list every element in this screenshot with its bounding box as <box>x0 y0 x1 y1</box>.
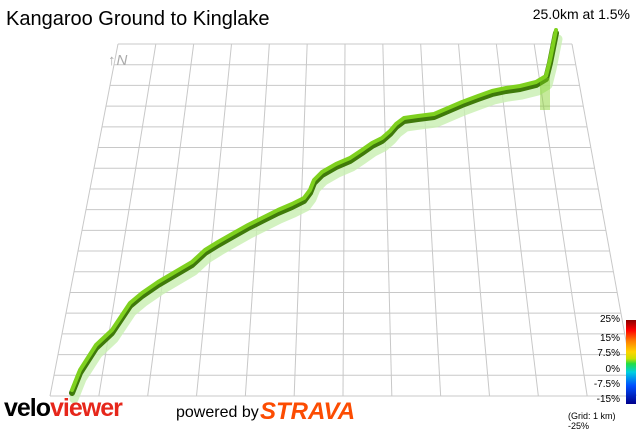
grid-note-text: (Grid: 1 km) <box>568 411 616 421</box>
legend-label-neg-15: -15% <box>596 394 620 405</box>
grid-column-line <box>571 43 637 397</box>
grid-column-line <box>382 43 393 397</box>
route-shadow <box>69 34 563 404</box>
route-line <box>70 28 558 392</box>
strava-logo[interactable]: STRAVA <box>260 398 356 425</box>
legend-label-15: 15% <box>599 333 620 344</box>
grid-column-line <box>293 43 308 397</box>
grid-column-line <box>533 43 588 397</box>
route-end-wall <box>540 78 550 110</box>
grid-column-line <box>49 43 119 397</box>
route-wall <box>69 30 559 396</box>
ground-grid <box>49 43 637 397</box>
route-profile <box>69 28 563 404</box>
page-title: Kangaroo Ground to Kinglake <box>6 8 270 30</box>
gradient-color-bar <box>626 320 636 404</box>
grid-column-line <box>342 43 346 397</box>
logo-velo: velo <box>4 394 51 422</box>
grid-column-line <box>420 43 442 397</box>
legend-label-7-5: 7.5% <box>597 348 620 359</box>
legend-label-neg-25: -25% <box>568 421 590 431</box>
grid-column-line <box>147 43 195 397</box>
grid-column-line <box>495 43 539 397</box>
powered-by-label: powered by <box>176 404 259 421</box>
distance-gradient-stats: 25.0km at 1.5% <box>532 6 630 22</box>
grid-column-line <box>196 43 232 397</box>
legend-label-neg-7-5: -7.5% <box>593 379 620 390</box>
legend-label-25: 25% <box>599 314 620 325</box>
logo-viewer: viewer <box>50 394 123 422</box>
legend-label-0: 0% <box>605 364 620 375</box>
grid-scale-note: (Grid: 1 km) -25% <box>568 411 638 431</box>
veloviewer-logo[interactable]: veloviewer <box>4 394 123 423</box>
north-arrow-icon: ↑N <box>108 52 129 69</box>
